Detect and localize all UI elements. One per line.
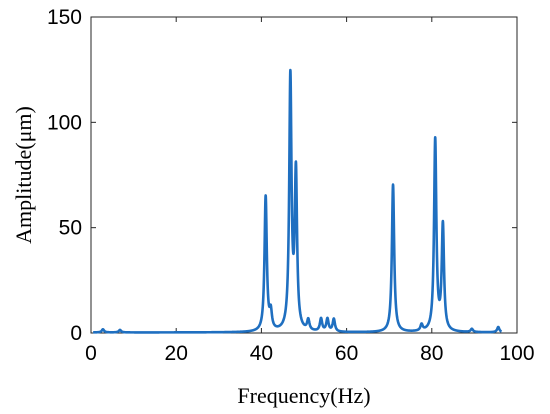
x-tick-label: 40 bbox=[250, 342, 273, 365]
plot-area bbox=[90, 16, 518, 334]
y-tick-label: 150 bbox=[47, 6, 82, 29]
x-axis-label: Frequency(Hz) bbox=[237, 383, 370, 408]
y-axis-label: Amplitude(μm) bbox=[11, 106, 36, 244]
y-tick-label: 0 bbox=[70, 322, 82, 345]
axis-ticks: 0 20 40 60 80 100 0 50 100 150 bbox=[47, 6, 535, 365]
x-tick-label: 100 bbox=[499, 342, 534, 365]
y-tick-label: 50 bbox=[59, 217, 82, 240]
x-tick-label: 60 bbox=[335, 342, 358, 365]
x-tick-label: 20 bbox=[165, 342, 188, 365]
spectrum-line bbox=[91, 68, 503, 334]
series-group bbox=[91, 68, 503, 334]
plot-frame bbox=[90, 16, 518, 334]
x-tick-label: 0 bbox=[85, 342, 97, 365]
x-tick-label: 80 bbox=[420, 342, 443, 365]
y-tick-label: 100 bbox=[47, 111, 82, 134]
